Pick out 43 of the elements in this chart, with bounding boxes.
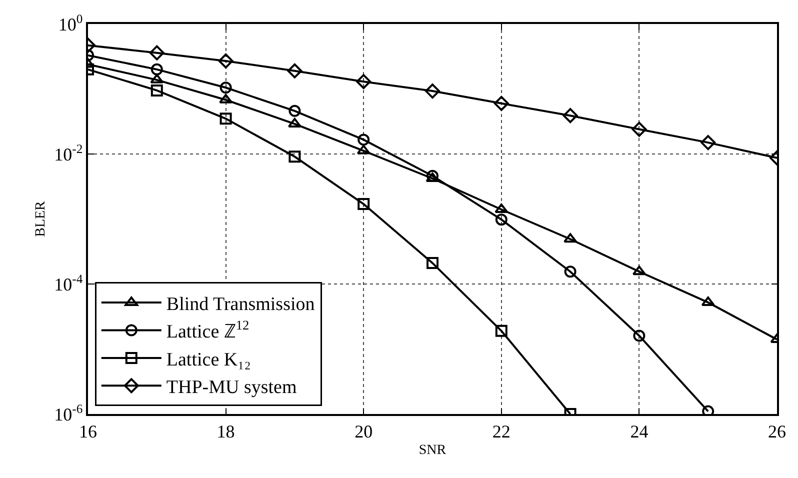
x-tick-label: 20 bbox=[354, 421, 373, 442]
legend-label: Blind Transmission bbox=[166, 294, 316, 315]
x-tick-label: 22 bbox=[492, 421, 510, 442]
x-tick-label: 18 bbox=[216, 421, 235, 442]
point bbox=[633, 330, 646, 342]
x-axis-title: SNR bbox=[418, 443, 447, 458]
legend-label: Lattice ℤ$^{12}$ bbox=[166, 318, 250, 343]
point bbox=[358, 134, 370, 146]
point bbox=[218, 53, 234, 68]
point bbox=[425, 84, 440, 99]
point bbox=[426, 257, 438, 270]
point bbox=[150, 63, 163, 76]
x-tick-label: 24 bbox=[630, 421, 648, 442]
point bbox=[219, 94, 233, 104]
point bbox=[632, 266, 646, 276]
point bbox=[356, 74, 372, 90]
point bbox=[220, 82, 232, 94]
point bbox=[150, 74, 164, 84]
legend-label: Lattice K₁₂ bbox=[166, 349, 251, 370]
point bbox=[220, 112, 232, 125]
point bbox=[632, 122, 647, 137]
point bbox=[494, 96, 509, 111]
point bbox=[700, 135, 716, 150]
point bbox=[150, 84, 163, 96]
point bbox=[358, 198, 370, 210]
point bbox=[149, 45, 164, 60]
x-tick-label: 26 bbox=[768, 421, 786, 442]
point bbox=[564, 233, 578, 243]
y-tick-label: 10$^{-2}$ bbox=[54, 142, 83, 164]
point bbox=[288, 118, 302, 128]
y-axis-title: BLER bbox=[33, 200, 48, 237]
point bbox=[701, 296, 715, 306]
point bbox=[495, 214, 508, 226]
point bbox=[495, 324, 508, 337]
point bbox=[356, 144, 370, 154]
point bbox=[288, 104, 301, 117]
point bbox=[287, 63, 302, 78]
point bbox=[288, 150, 301, 163]
y-tick-label: 10$^{0}$ bbox=[58, 12, 83, 34]
legend-label: THP-MU system bbox=[166, 377, 297, 398]
point bbox=[564, 266, 576, 278]
point bbox=[562, 108, 578, 124]
y-tick-label: 10$^{-4}$ bbox=[54, 272, 84, 294]
